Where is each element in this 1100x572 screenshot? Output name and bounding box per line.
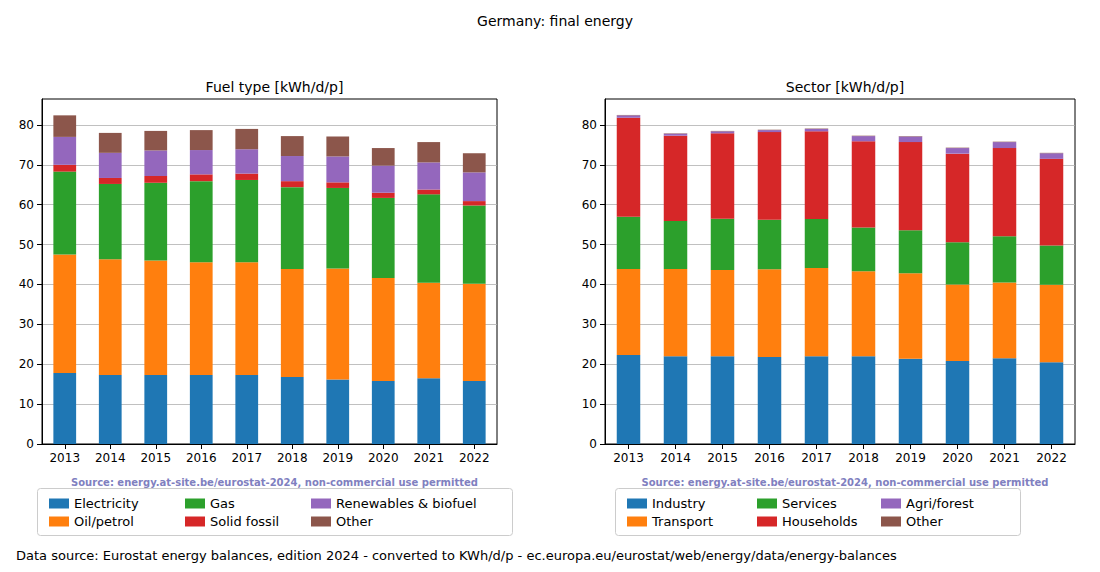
svg-text:50: 50 bbox=[19, 238, 34, 252]
svg-text:40: 40 bbox=[582, 277, 597, 291]
svg-text:2019: 2019 bbox=[322, 451, 353, 465]
svg-text:60: 60 bbox=[582, 198, 597, 212]
svg-text:30: 30 bbox=[19, 317, 34, 331]
svg-text:2015: 2015 bbox=[140, 451, 171, 465]
svg-text:Services: Services bbox=[782, 496, 837, 511]
svg-text:0: 0 bbox=[589, 437, 597, 451]
svg-text:2017: 2017 bbox=[231, 451, 262, 465]
svg-text:Data source: Eurostat energy b: Data source: Eurostat energy balances, e… bbox=[16, 548, 897, 563]
svg-text:Households: Households bbox=[782, 514, 858, 529]
svg-text:50: 50 bbox=[582, 238, 597, 252]
svg-text:Renewables & biofuel: Renewables & biofuel bbox=[336, 496, 477, 511]
svg-text:2022: 2022 bbox=[1036, 451, 1067, 465]
svg-text:Other: Other bbox=[336, 514, 374, 529]
svg-text:2016: 2016 bbox=[186, 451, 217, 465]
svg-text:20: 20 bbox=[19, 357, 34, 371]
svg-text:2015: 2015 bbox=[707, 451, 738, 465]
svg-text:10: 10 bbox=[582, 397, 597, 411]
svg-text:70: 70 bbox=[582, 158, 597, 172]
svg-text:0: 0 bbox=[26, 437, 34, 451]
svg-text:2021: 2021 bbox=[989, 451, 1020, 465]
svg-text:2013: 2013 bbox=[49, 451, 80, 465]
svg-text:Gas: Gas bbox=[210, 496, 235, 511]
svg-text:Oil/petrol: Oil/petrol bbox=[74, 514, 134, 529]
svg-text:Source: energy.at-site.be/euro: Source: energy.at-site.be/eurostat-2024,… bbox=[71, 477, 478, 488]
svg-text:2014: 2014 bbox=[660, 451, 691, 465]
svg-text:Agri/forest: Agri/forest bbox=[906, 496, 974, 511]
svg-text:40: 40 bbox=[19, 277, 34, 291]
svg-text:2018: 2018 bbox=[848, 451, 879, 465]
svg-text:Other: Other bbox=[906, 514, 944, 529]
svg-text:2022: 2022 bbox=[459, 451, 490, 465]
svg-text:Transport: Transport bbox=[651, 514, 713, 529]
svg-text:Fuel type [kWh/d/p]: Fuel type [kWh/d/p] bbox=[206, 79, 344, 95]
svg-text:80: 80 bbox=[19, 118, 34, 132]
svg-text:2018: 2018 bbox=[277, 451, 308, 465]
svg-text:Germany: final energy: Germany: final energy bbox=[477, 13, 633, 29]
svg-text:2016: 2016 bbox=[754, 451, 785, 465]
svg-text:30: 30 bbox=[582, 317, 597, 331]
svg-text:Solid fossil: Solid fossil bbox=[210, 514, 279, 529]
svg-text:Source: energy.at-site.be/euro: Source: energy.at-site.be/eurostat-2024,… bbox=[642, 477, 1049, 488]
svg-text:70: 70 bbox=[19, 158, 34, 172]
svg-text:80: 80 bbox=[582, 118, 597, 132]
svg-text:2014: 2014 bbox=[95, 451, 126, 465]
svg-text:2020: 2020 bbox=[942, 451, 973, 465]
svg-text:Electricity: Electricity bbox=[74, 496, 139, 511]
svg-text:2019: 2019 bbox=[895, 451, 926, 465]
svg-text:10: 10 bbox=[19, 397, 34, 411]
svg-text:Sector [kWh/d/p]: Sector [kWh/d/p] bbox=[786, 79, 904, 95]
svg-text:20: 20 bbox=[582, 357, 597, 371]
svg-text:Industry: Industry bbox=[652, 496, 706, 511]
svg-text:2020: 2020 bbox=[368, 451, 399, 465]
svg-text:2021: 2021 bbox=[413, 451, 444, 465]
svg-text:2017: 2017 bbox=[801, 451, 832, 465]
svg-text:60: 60 bbox=[19, 198, 34, 212]
svg-text:2013: 2013 bbox=[613, 451, 644, 465]
